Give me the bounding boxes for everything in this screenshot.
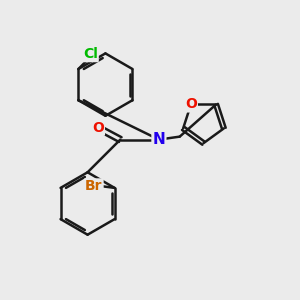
Text: Br: Br <box>85 179 103 194</box>
Text: O: O <box>92 121 104 135</box>
Text: O: O <box>185 98 197 112</box>
Text: Cl: Cl <box>83 47 98 61</box>
Text: N: N <box>152 132 165 147</box>
